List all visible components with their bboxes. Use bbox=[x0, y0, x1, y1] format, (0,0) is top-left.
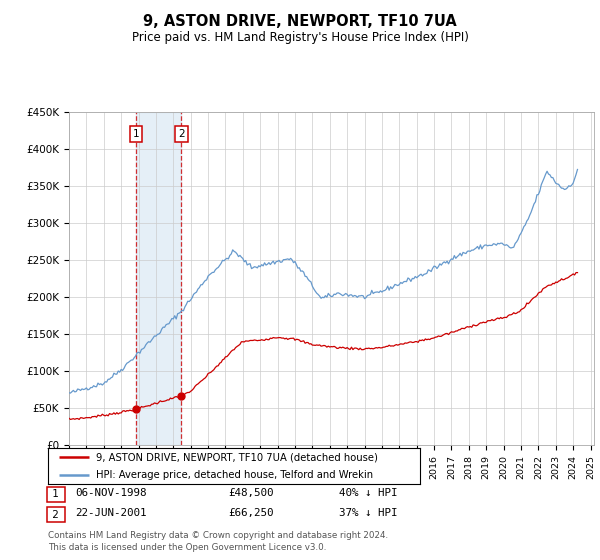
Text: HPI: Average price, detached house, Telford and Wrekin: HPI: Average price, detached house, Telf… bbox=[97, 470, 373, 480]
Text: 9, ASTON DRIVE, NEWPORT, TF10 7UA: 9, ASTON DRIVE, NEWPORT, TF10 7UA bbox=[143, 14, 457, 29]
Bar bbox=[136, 112, 181, 445]
Text: 40% ↓ HPI: 40% ↓ HPI bbox=[339, 488, 397, 498]
Text: £48,500: £48,500 bbox=[228, 488, 274, 498]
Text: 2: 2 bbox=[49, 510, 62, 520]
Text: Contains HM Land Registry data © Crown copyright and database right 2024.
This d: Contains HM Land Registry data © Crown c… bbox=[48, 531, 388, 552]
Text: 1: 1 bbox=[49, 489, 62, 500]
Text: 9, ASTON DRIVE, NEWPORT, TF10 7UA (detached house): 9, ASTON DRIVE, NEWPORT, TF10 7UA (detac… bbox=[97, 452, 378, 463]
Text: 22-JUN-2001: 22-JUN-2001 bbox=[75, 508, 146, 519]
Text: 06-NOV-1998: 06-NOV-1998 bbox=[75, 488, 146, 498]
Text: 37% ↓ HPI: 37% ↓ HPI bbox=[339, 508, 397, 519]
Text: £66,250: £66,250 bbox=[228, 508, 274, 519]
Text: Price paid vs. HM Land Registry's House Price Index (HPI): Price paid vs. HM Land Registry's House … bbox=[131, 31, 469, 44]
Text: 1: 1 bbox=[133, 129, 139, 139]
Text: 2: 2 bbox=[178, 129, 185, 139]
